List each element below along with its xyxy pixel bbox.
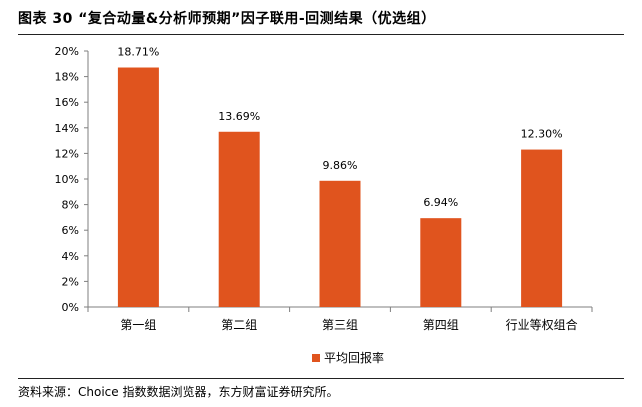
bar bbox=[420, 218, 462, 307]
y-tick-label: 14% bbox=[55, 122, 79, 135]
y-tick-label: 8% bbox=[62, 199, 79, 212]
y-tick-label: 20% bbox=[55, 45, 79, 58]
legend-label: 平均回报率 bbox=[324, 350, 384, 365]
bar bbox=[218, 131, 260, 307]
data-label: 13.69% bbox=[218, 110, 260, 123]
bar bbox=[521, 149, 563, 307]
data-label: 9.86% bbox=[323, 159, 358, 172]
bar bbox=[117, 67, 159, 308]
bar bbox=[319, 180, 361, 307]
figure-title: 图表 30 “复合动量&分析师预期”因子联用-回测结果（优选组） bbox=[18, 11, 436, 27]
data-label: 6.94% bbox=[423, 196, 458, 209]
y-tick-label: 16% bbox=[55, 96, 79, 109]
x-tick-label: 第三组 bbox=[322, 318, 358, 332]
source-note: 资料来源：Choice 指数数据浏览器，东方财富证券研究所。 bbox=[18, 385, 339, 399]
bar-chart: 0% 2% 4% 6% 8% 10% 12% 14% 16% 18% 20% 18.71% 第一组 13.… bbox=[55, 45, 593, 365]
y-tick-label: 10% bbox=[55, 173, 79, 186]
y-tick-label: 4% bbox=[62, 250, 79, 263]
x-tick-label: 行业等权组合 bbox=[506, 317, 578, 332]
legend-swatch bbox=[312, 354, 320, 362]
title-divider bbox=[18, 34, 624, 35]
x-tick-label: 第四组 bbox=[423, 318, 459, 332]
x-tick-label: 第一组 bbox=[120, 318, 156, 332]
y-tick-label: 6% bbox=[62, 224, 79, 237]
data-label: 18.71% bbox=[117, 46, 159, 59]
x-tick-label: 第二组 bbox=[221, 318, 257, 332]
y-tick-label: 2% bbox=[62, 275, 79, 288]
data-label: 12.30% bbox=[521, 128, 563, 141]
source-divider bbox=[18, 378, 624, 379]
y-tick-label: 12% bbox=[55, 147, 79, 160]
y-tick-label: 0% bbox=[62, 301, 79, 314]
y-tick-label: 18% bbox=[55, 71, 79, 84]
